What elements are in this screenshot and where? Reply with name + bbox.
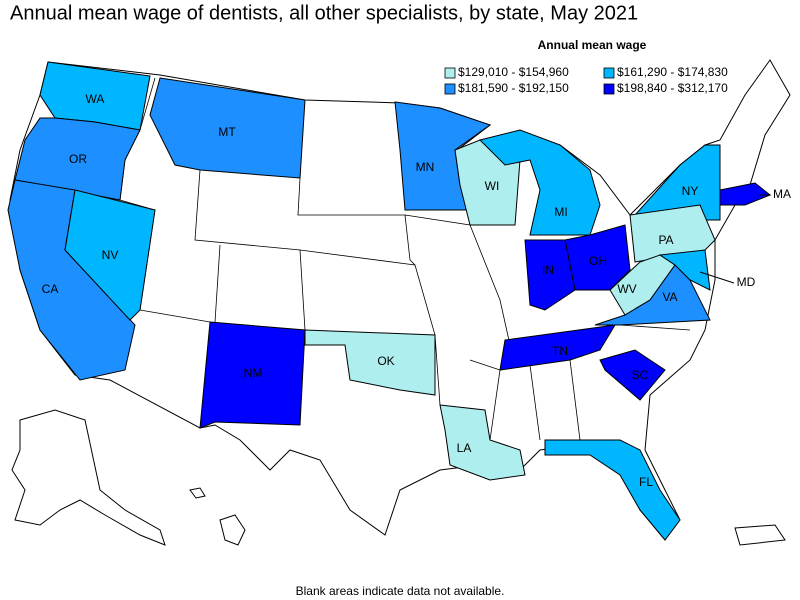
legend-label: $161,290 - $174,830 — [617, 65, 728, 79]
state-label: PA — [658, 233, 673, 247]
legend-label: $198,840 - $312,170 — [617, 81, 728, 95]
state-label: NY — [682, 184, 699, 198]
state — [149, 77, 306, 179]
state-label: MI — [554, 205, 567, 219]
legend-swatch — [603, 67, 615, 79]
legend-label: $181,590 - $192,150 — [458, 81, 569, 95]
state — [629, 204, 716, 263]
state — [14, 117, 141, 201]
state-label: IN — [542, 263, 554, 277]
state-label: MT — [218, 125, 236, 139]
state — [439, 404, 526, 481]
state-label: OK — [377, 354, 394, 368]
state-label: WV — [617, 282, 636, 296]
state-label: NM — [244, 366, 263, 380]
state — [199, 321, 306, 429]
state-label: TN — [552, 344, 568, 358]
state-label: WA — [86, 92, 105, 106]
label-leader — [699, 271, 735, 284]
state — [599, 349, 666, 401]
state-label: NV — [102, 248, 119, 262]
state-label: MA — [773, 187, 791, 201]
hawaii-islands — [189, 487, 206, 499]
state-label: VA — [662, 290, 677, 304]
state-label: MN — [416, 160, 435, 174]
map-title: Annual mean wage of dentists, all other … — [10, 2, 638, 24]
state-label: OH — [589, 254, 607, 268]
states: WA OR CA NV MT MN WI MI NY PA WV VA MD OH IN TN SC NM OK LA… — [7, 61, 791, 541]
legend-title: Annual mean wage — [538, 38, 647, 52]
alaska — [11, 409, 166, 546]
state — [658, 249, 711, 291]
state-label: LA — [457, 441, 472, 455]
state — [64, 189, 156, 321]
state-label: CA — [42, 282, 59, 296]
state-label: SC — [632, 368, 649, 382]
state-label: FL — [639, 475, 653, 489]
state-label: WI — [485, 179, 500, 193]
state — [524, 239, 576, 311]
state-label: MD — [737, 275, 756, 289]
hawaii — [219, 514, 246, 546]
state — [304, 329, 436, 396]
legend-swatch — [603, 83, 615, 95]
footnote: Blank areas indicate data not available. — [296, 584, 505, 598]
state — [544, 439, 681, 541]
legend-swatch — [444, 83, 456, 95]
state — [719, 182, 771, 206]
legend-label: $129,010 - $154,960 — [458, 65, 569, 79]
legend: Annual mean wage $129,010 - $154,960 $161… — [444, 38, 728, 95]
state-label: OR — [69, 152, 87, 166]
puerto-rico — [734, 524, 786, 546]
state — [499, 324, 616, 371]
legend-swatch — [444, 67, 456, 79]
